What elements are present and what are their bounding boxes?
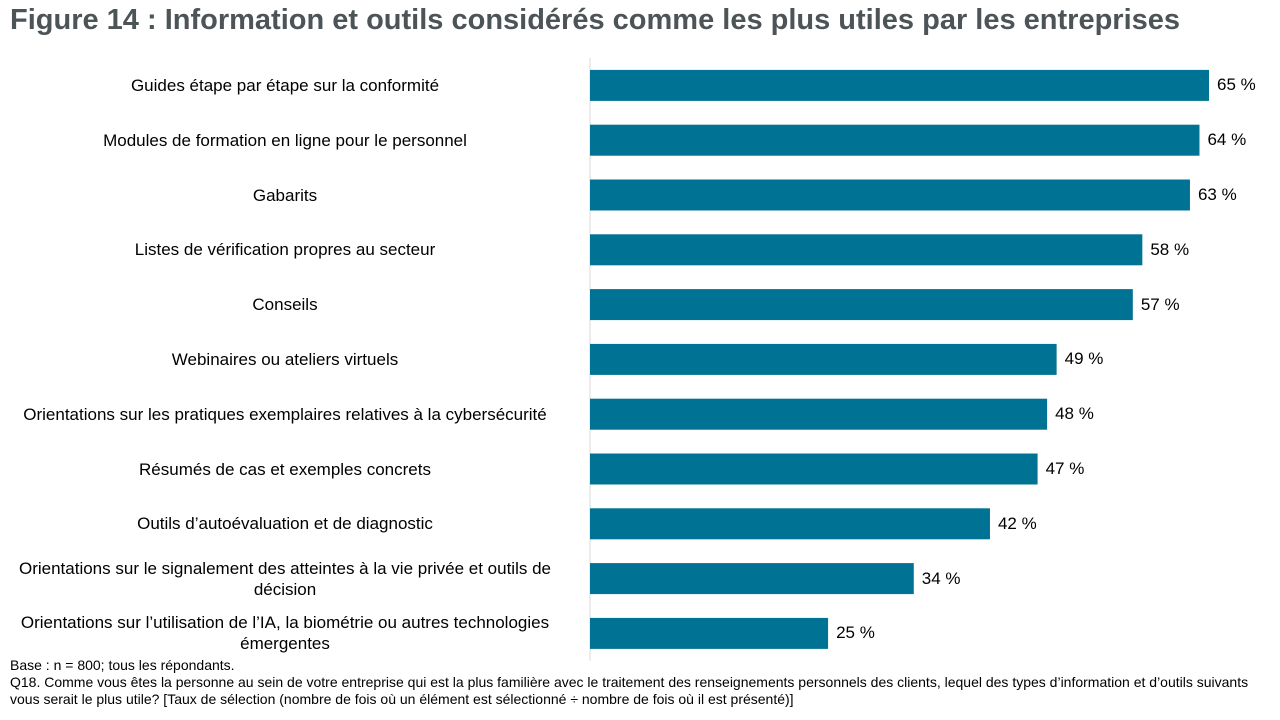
data-label: 63 %: [1197, 185, 1237, 204]
data-label: 25 %: [836, 623, 875, 643]
category-label: Orientations sur l’utilisation de l’IA, …: [20, 613, 550, 654]
data-label: 58 %: [1150, 239, 1190, 259]
bar: [590, 398, 1048, 430]
category-label: Gabarits: [252, 185, 318, 205]
category-label: Guides étape par étape sur la conformité: [130, 75, 440, 95]
data-label: 47 %: [1045, 459, 1085, 478]
data-label: 64 %: [1207, 130, 1247, 150]
category-label: Résumés de cas et exemples concrets: [139, 459, 431, 479]
bar: [590, 563, 914, 595]
category-label: Orientations sur les pratiques exemplair…: [23, 404, 547, 424]
bar: [590, 508, 990, 540]
data-label: 57 %: [1140, 294, 1180, 314]
bar: [590, 179, 1190, 211]
bar: [590, 453, 1038, 485]
base-note: Base : n = 800; tous les répondants.: [10, 657, 235, 673]
data-label: 48 %: [1055, 404, 1094, 424]
bar: [590, 69, 1209, 101]
data-label: 34 %: [921, 568, 961, 588]
question-note: Q18. Comme vous êtes la personne au sein…: [10, 674, 1249, 707]
data-label: 49 %: [1064, 349, 1104, 369]
category-label: Webinaires ou ateliers virtuels: [171, 349, 399, 369]
category-label: Listes de vérification propres au secteu…: [134, 240, 436, 260]
category-label: Conseils: [252, 295, 318, 315]
category-label: Orientations sur le signalement des atte…: [18, 558, 551, 599]
bar: [590, 617, 829, 649]
bar: [590, 343, 1057, 375]
category-label: Modules de formation en ligne pour le pe…: [103, 130, 467, 150]
bar: [590, 234, 1143, 266]
chart-title: Figure 14 : Information et outils consid…: [10, 4, 1181, 36]
data-label: 65 %: [1217, 75, 1256, 95]
bar: [590, 124, 1200, 156]
bar: [590, 289, 1133, 321]
data-label: 42 %: [997, 513, 1037, 533]
chart-footnote: Base : n = 800; tous les répondants. Q18…: [10, 657, 1270, 708]
category-label: Outils d’autoévaluation et de diagnostic: [137, 514, 433, 534]
